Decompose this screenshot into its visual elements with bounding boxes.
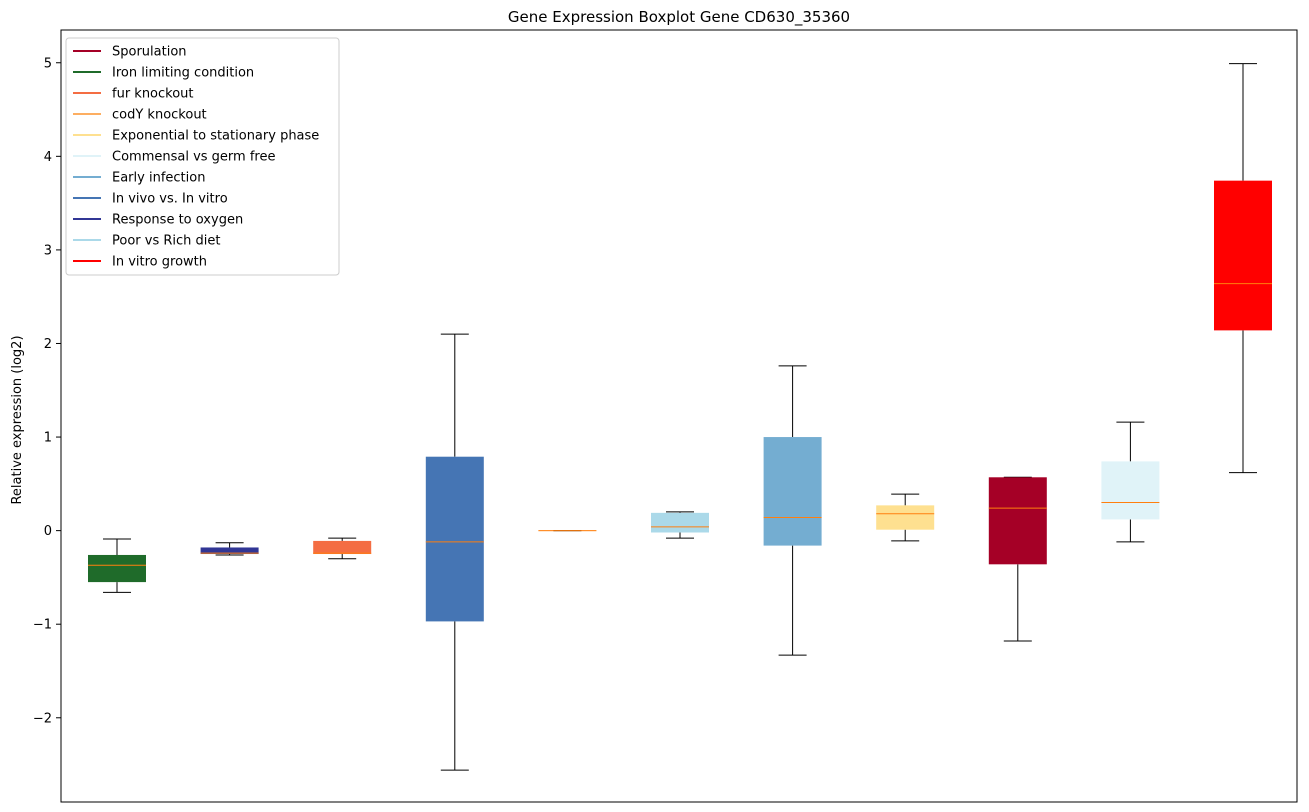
y-axis-label: Relative expression (log2) [10, 335, 25, 504]
box-6 [651, 511, 709, 539]
box-1 [88, 538, 146, 593]
legend-item: codY knockout [73, 108, 207, 123]
y-tick-label: 5 [44, 56, 52, 71]
y-tick-label: 2 [44, 337, 52, 352]
chart-title: Gene Expression Boxplot Gene CD630_35360 [508, 8, 850, 27]
y-tick-label: 4 [44, 150, 52, 165]
y-tick-label: 0 [44, 524, 52, 539]
legend-label: Sporulation [112, 45, 187, 60]
box-body [88, 554, 146, 583]
legend-item: Exponential to stationary phase [73, 129, 319, 144]
legend-label: Exponential to stationary phase [112, 129, 319, 144]
box-3 [313, 537, 372, 560]
legend: Sporulation Iron limiting condition fur kn… [65, 37, 340, 276]
box-10 [1101, 421, 1160, 543]
box-9 [988, 476, 1047, 642]
legend-item: In vivo vs. In vitro [73, 192, 228, 207]
legend-label: In vitro growth [112, 255, 207, 270]
legend-item: Iron limiting condition [73, 66, 254, 81]
boxplot-series [88, 63, 1272, 771]
box-body [651, 512, 709, 533]
legend-label: fur knockout [112, 87, 194, 102]
box-4 [425, 333, 484, 771]
box-8 [876, 493, 935, 542]
legend-label: Early infection [112, 171, 205, 186]
box-body [876, 505, 935, 530]
legend-item: fur knockout [73, 87, 194, 102]
legend-item: Response to oxygen [73, 213, 243, 228]
box-body [1101, 461, 1160, 520]
box-11 [1214, 63, 1272, 474]
legend-label: In vivo vs. In vitro [112, 192, 228, 207]
y-tick-label: 1 [44, 431, 52, 446]
legend-item: Poor vs Rich diet [73, 234, 220, 249]
box-body [425, 456, 484, 622]
box-7 [763, 365, 822, 656]
legend-frame [65, 37, 340, 276]
y-axis-ticks: −2 −1 0 1 2 3 4 5 [33, 56, 61, 726]
box-5 [538, 530, 597, 532]
box-body [200, 547, 259, 555]
y-tick-label: −2 [33, 711, 52, 726]
legend-item: Commensal vs germ free [73, 150, 275, 165]
legend-label: codY knockout [112, 108, 207, 123]
legend-item: In vitro growth [73, 255, 207, 270]
box-body [1214, 180, 1272, 331]
legend-item: Early infection [73, 171, 205, 186]
plot-area-frame [60, 29, 1298, 803]
y-tick-label: 3 [44, 243, 52, 258]
legend-label: Response to oxygen [112, 213, 243, 228]
box-body [988, 477, 1047, 565]
y-tick-label: −1 [33, 618, 52, 633]
legend-item: Sporulation [73, 45, 187, 60]
legend-label: Poor vs Rich diet [112, 234, 220, 249]
box-body [313, 540, 372, 555]
box-2 [200, 542, 259, 556]
legend-label: Iron limiting condition [112, 66, 254, 81]
legend-label: Commensal vs germ free [112, 150, 275, 165]
box-body [763, 437, 822, 546]
